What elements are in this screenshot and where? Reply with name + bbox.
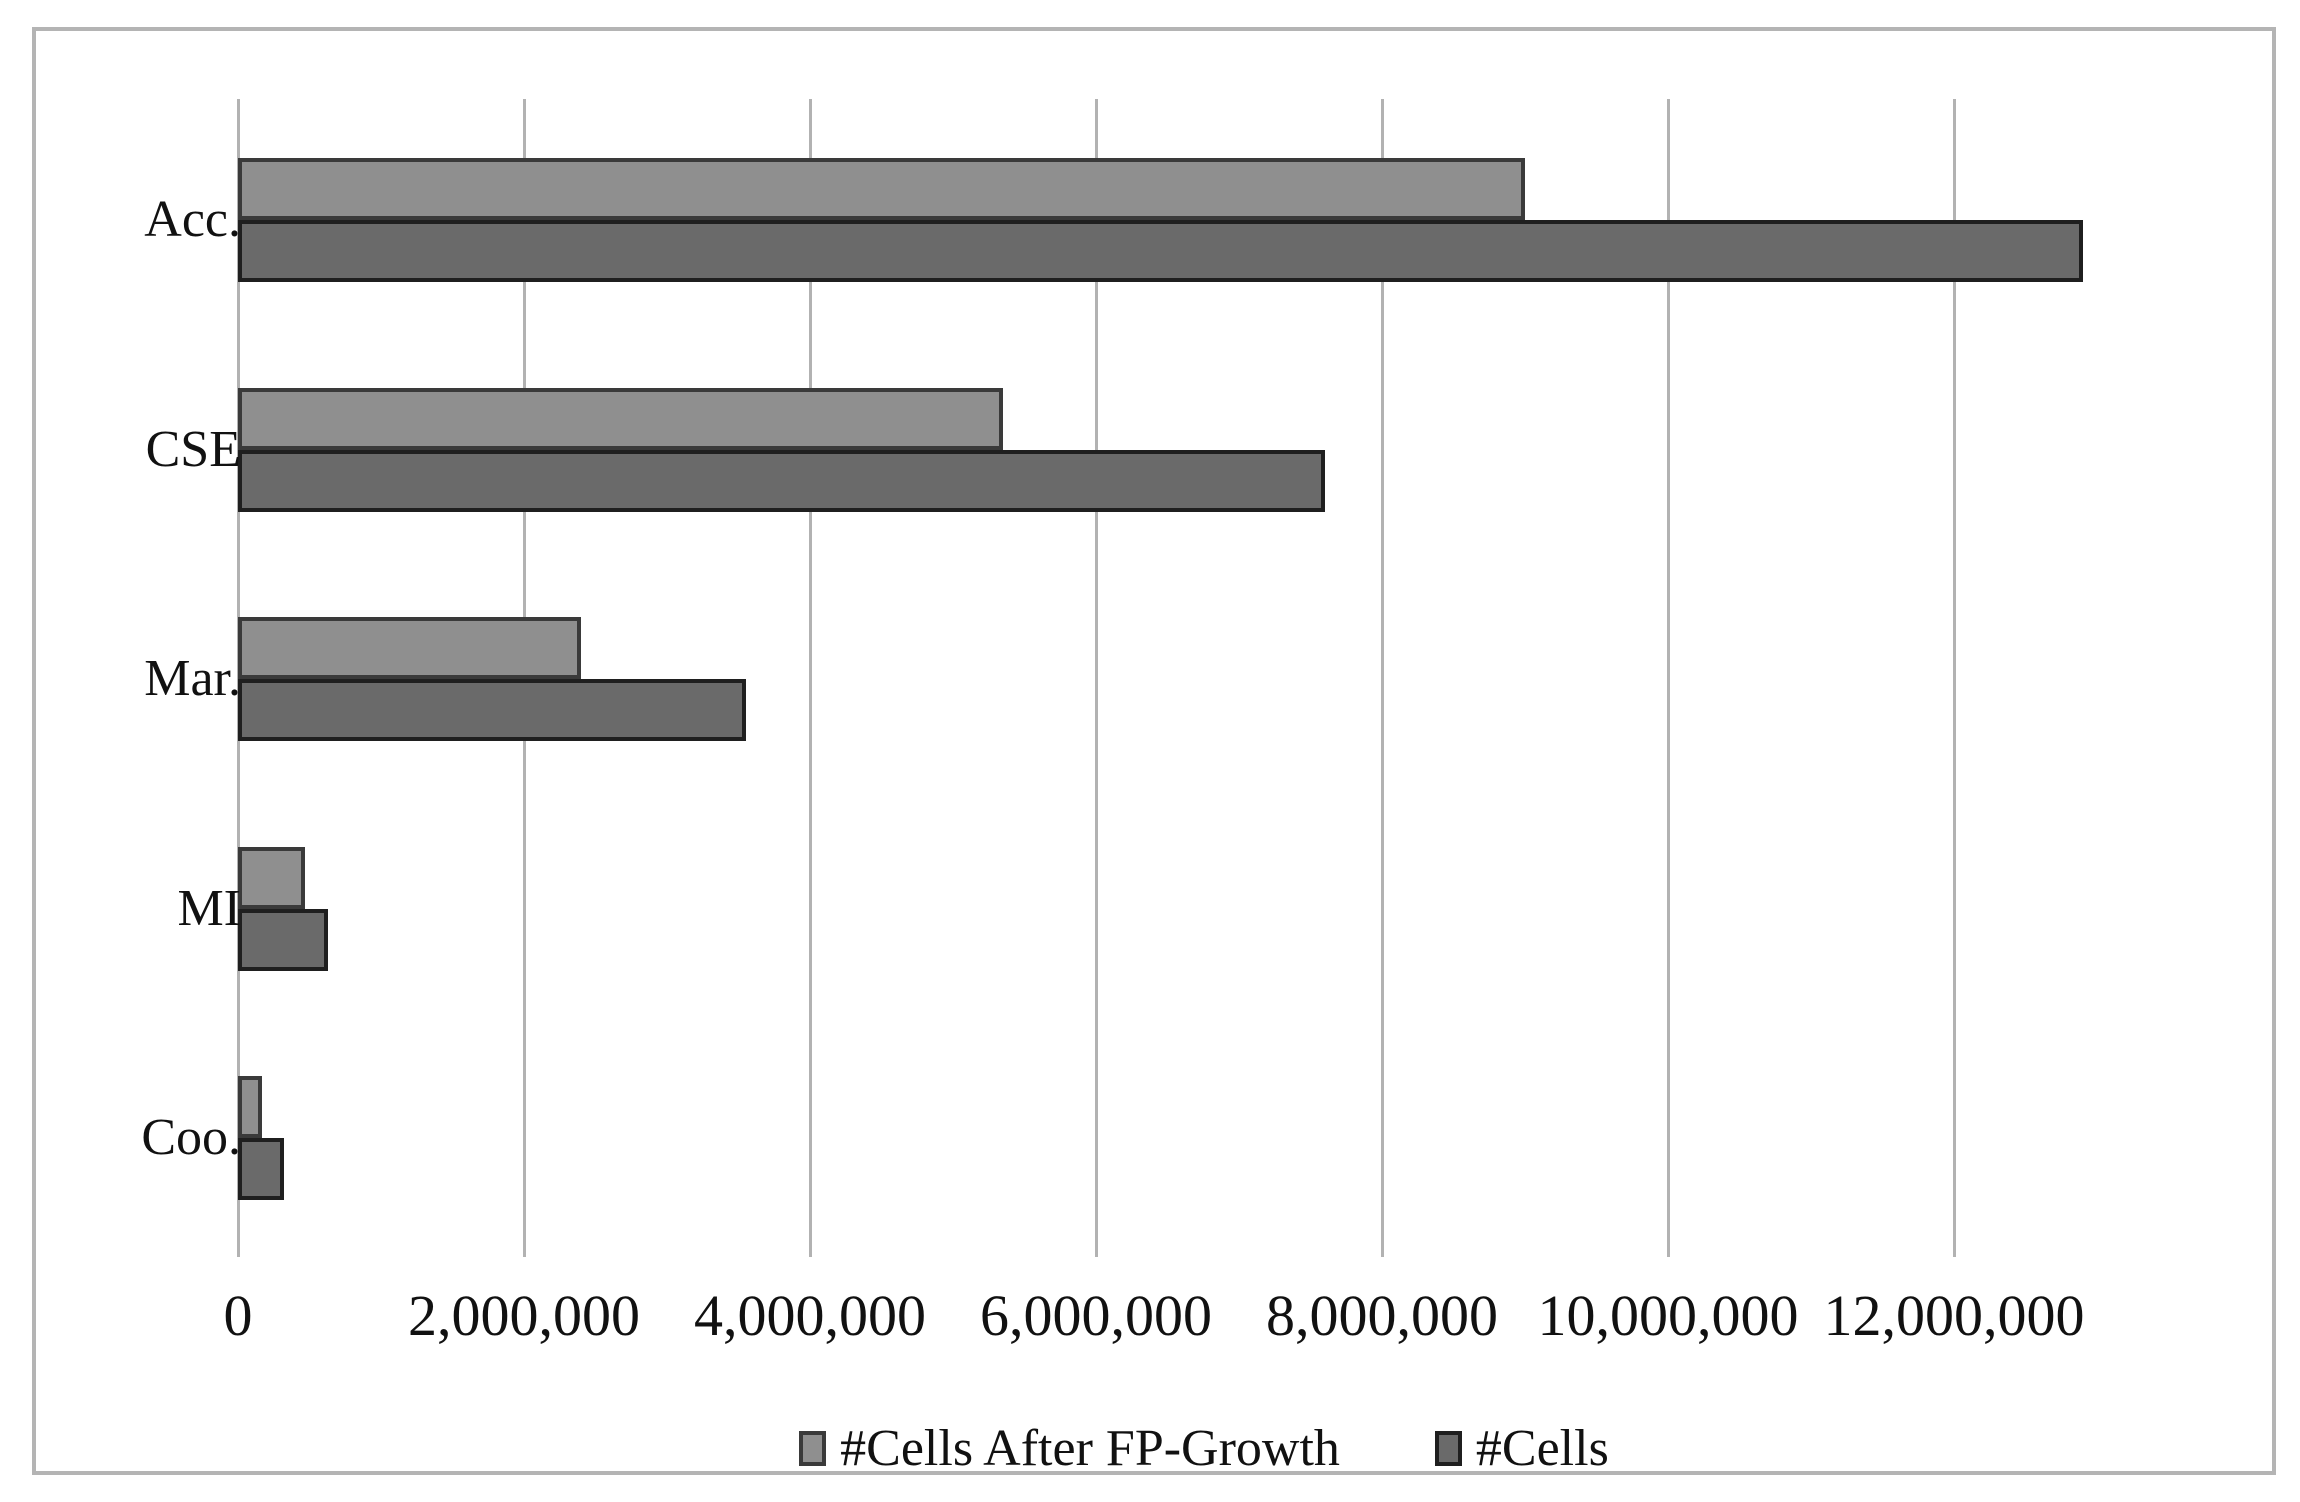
x-tick-label: 6,000,000: [980, 1283, 1212, 1348]
bar-cells-mar: [238, 679, 746, 741]
bar-cells-after-fp-growth-acc: [238, 158, 1525, 220]
chart-frame: #Cells After FP-Growth #Cells Acc. CSE Mar.…: [32, 27, 2276, 1478]
legend: #Cells After FP-Growth #Cells: [204, 1419, 2204, 1478]
category-label-cse: CSE: [145, 420, 241, 478]
x-tick-label: 2,000,000: [408, 1283, 640, 1348]
x-tick-label: 8,000,000: [1266, 1283, 1498, 1348]
legend-label-cells: #Cells: [1475, 1420, 1609, 1477]
legend-label-cells-after-fp-growth: #Cells After FP-Growth: [840, 1420, 1340, 1477]
x-tick-label: 12,000,000: [1823, 1283, 2085, 1348]
bar-cells-coo: [238, 1138, 284, 1200]
gridline: [809, 99, 812, 1257]
bar-cells-after-fp-growth-coo: [238, 1076, 262, 1138]
category-label-coo: Coo.: [141, 1109, 241, 1166]
bar-cells-mi: [238, 908, 328, 971]
category-label-mar: Mar.: [144, 650, 241, 707]
gridline: [1381, 99, 1384, 1257]
gridline: [1953, 99, 1956, 1257]
bar-cells-after-fp-growth-mar: [238, 617, 581, 679]
category-label-mi: MI: [177, 879, 241, 937]
legend-item-cells: #Cells: [1434, 1419, 1609, 1478]
bar-cells-after-fp-growth-mi: [238, 846, 305, 909]
category-label-acc: Acc.: [144, 191, 241, 248]
legend-swatch-cells: [1434, 1431, 1462, 1466]
bar-cells-after-fp-growth-cse: [238, 387, 1003, 450]
x-tick-label: 10,000,000: [1537, 1283, 1799, 1348]
legend-swatch-cells-after-fp-growth: [799, 1431, 827, 1466]
gridline: [1667, 99, 1670, 1257]
gridline: [1095, 99, 1098, 1257]
x-tick-label: 0: [223, 1283, 253, 1348]
bar-cells-cse: [238, 449, 1325, 512]
bar-cells-acc: [238, 220, 2083, 282]
legend-item-cells-after-fp-growth: #Cells After FP-Growth: [799, 1419, 1340, 1478]
x-tick-label: 4,000,000: [694, 1283, 926, 1348]
